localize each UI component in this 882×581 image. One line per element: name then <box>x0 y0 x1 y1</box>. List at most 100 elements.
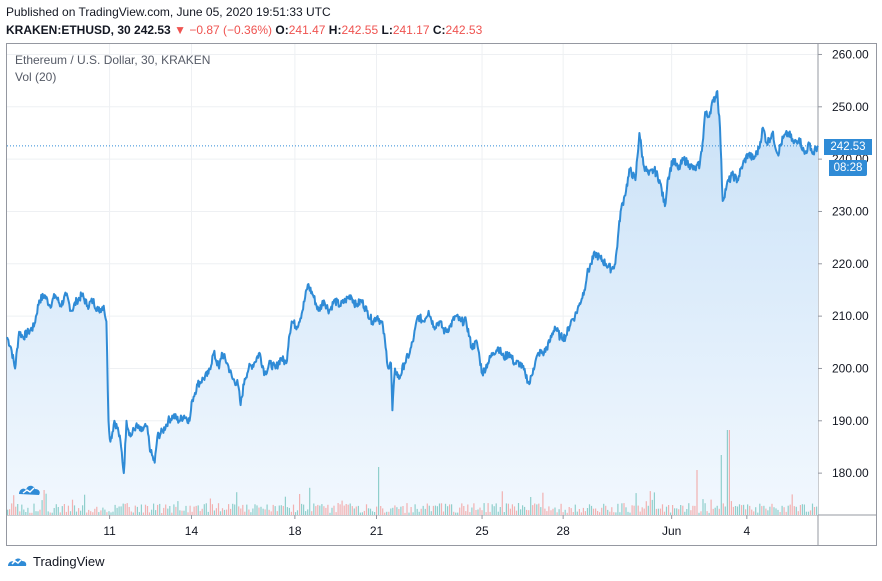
volume-bar <box>505 503 507 515</box>
volume-bar <box>242 504 244 515</box>
volume-bar <box>572 512 574 515</box>
volume-bar <box>272 504 274 515</box>
volume-bar <box>653 492 655 515</box>
volume-bar <box>485 512 487 515</box>
volume-bar <box>461 503 463 515</box>
volume-bar <box>526 509 528 515</box>
volume-bar <box>736 506 739 515</box>
volume-bar <box>47 511 49 515</box>
volume-bar <box>619 512 621 515</box>
volume-bar <box>708 512 710 515</box>
volume-bar <box>743 504 745 515</box>
volume-bar <box>449 504 451 515</box>
footer-brand[interactable]: TradingView <box>6 552 105 570</box>
volume-bar <box>102 507 104 515</box>
volume-bar <box>96 506 98 515</box>
volume-bar <box>603 503 605 515</box>
volume-bar <box>676 508 678 515</box>
volume-bar <box>288 507 290 515</box>
volume-bar <box>773 507 775 515</box>
volume-bar <box>795 506 797 515</box>
volume-bar <box>659 508 662 515</box>
volume-bar <box>197 505 199 515</box>
volume-bar <box>556 512 558 515</box>
volume-bar <box>211 504 213 515</box>
volume-bar <box>432 505 434 515</box>
volume-bar <box>682 505 684 515</box>
volume-bar <box>394 505 396 515</box>
volume-bar <box>167 508 169 515</box>
high-value: 242.55 <box>341 23 379 37</box>
volume-bar <box>191 511 193 515</box>
volume-bar <box>369 508 372 515</box>
volume-bar <box>7 509 9 515</box>
volume-bar <box>371 511 374 515</box>
volume-bar <box>35 511 37 515</box>
volume-bar <box>517 503 520 515</box>
volume-bar <box>420 508 422 515</box>
volume-bar <box>694 505 696 515</box>
volume-bar <box>51 512 53 515</box>
volume-bar <box>142 512 144 515</box>
volume-bar <box>159 503 161 515</box>
volume-bar <box>428 505 430 515</box>
volume-bar <box>264 509 266 515</box>
y-tick-label: 230.00 <box>832 204 869 218</box>
volume-bar <box>597 511 599 515</box>
volume-bar <box>408 512 410 515</box>
volume-bar <box>777 509 779 515</box>
chart-frame[interactable] <box>6 43 877 546</box>
symbol-label: KRAKEN:ETHUSD, 30 <box>6 23 131 37</box>
volume-bar <box>73 505 76 515</box>
volume-bar <box>169 506 171 515</box>
volume-bar <box>678 509 680 515</box>
volume-bar <box>609 511 611 515</box>
volume-bar <box>177 501 179 515</box>
volume-bar <box>130 511 132 515</box>
volume-bar <box>292 504 295 515</box>
volume-bar <box>406 503 408 515</box>
volume-bar <box>570 508 572 515</box>
volume-bar <box>161 513 163 515</box>
volume-bar <box>215 508 217 515</box>
volume-bar <box>499 507 501 515</box>
volume-bar <box>357 505 359 515</box>
volume-bar <box>55 504 57 515</box>
volume-bar <box>787 505 789 515</box>
volume-bar <box>262 508 264 515</box>
volume-bar <box>355 506 357 515</box>
volume-bar <box>329 512 331 515</box>
published-caption: Published on TradingView.com, June 05, 2… <box>6 5 331 19</box>
volume-bar <box>104 509 106 515</box>
volume-bar <box>396 507 398 515</box>
volume-bar <box>761 506 763 515</box>
volume-bar <box>566 512 568 515</box>
y-tick-label: 260.00 <box>832 47 869 61</box>
volume-bar <box>507 503 509 515</box>
volume-bar <box>349 503 351 515</box>
volume-bar <box>544 508 546 515</box>
volume-bar <box>751 509 753 515</box>
volume-bar <box>256 505 258 515</box>
y-tick-label: 220.00 <box>832 257 869 271</box>
volume-bar <box>665 506 668 515</box>
volume-bar <box>15 506 17 515</box>
volume-bar <box>294 512 297 515</box>
low-label: L: <box>381 23 393 37</box>
volume-bar <box>110 512 112 515</box>
volume-bar <box>339 504 341 515</box>
volume-bar <box>668 505 670 515</box>
volume-bar <box>530 497 532 515</box>
volume-bar <box>436 506 438 515</box>
volume-bar <box>536 504 538 515</box>
volume-bar <box>112 511 114 515</box>
volume-bar <box>655 508 657 515</box>
volume-bar <box>643 508 645 515</box>
volume-bar <box>19 511 21 515</box>
volume-bar <box>562 512 564 515</box>
volume-bar <box>511 504 513 515</box>
volume-bar <box>98 512 100 515</box>
volume-bar <box>481 510 483 515</box>
volume-bar <box>414 504 416 515</box>
